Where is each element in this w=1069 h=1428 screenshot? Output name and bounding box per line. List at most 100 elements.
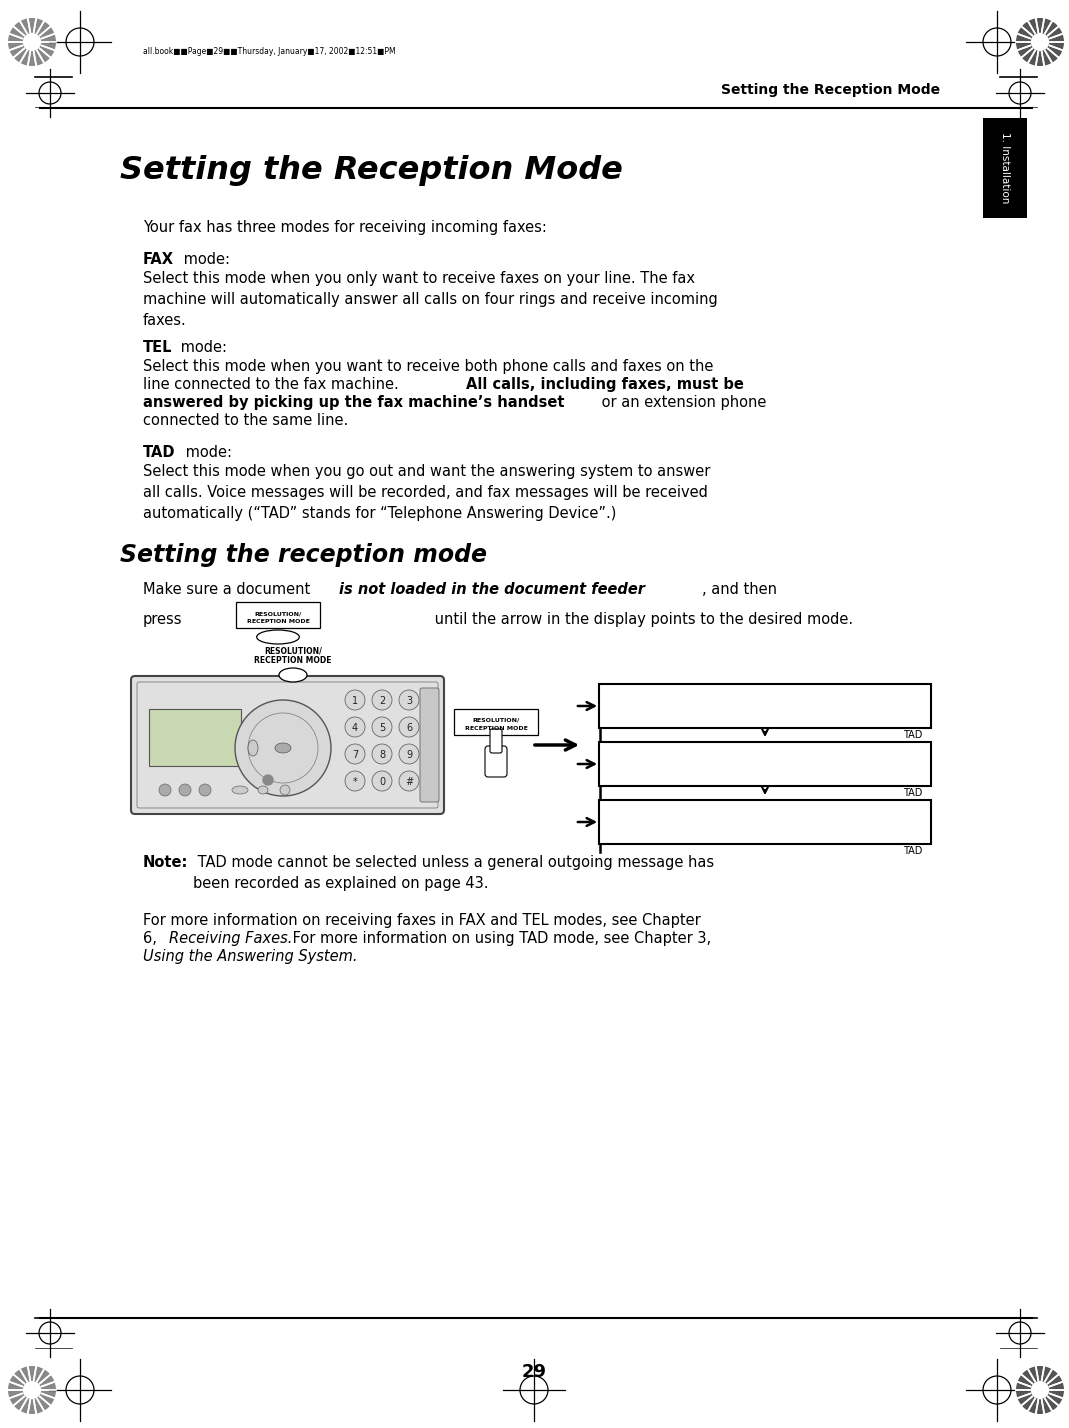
FancyBboxPatch shape — [149, 708, 241, 765]
Text: TAD: TAD — [902, 730, 921, 740]
Ellipse shape — [279, 668, 307, 683]
Text: Setting the Reception Mode: Setting the Reception Mode — [120, 156, 623, 186]
Circle shape — [372, 690, 392, 710]
Text: For more information on using TAD mode, see Chapter 3,: For more information on using TAD mode, … — [288, 931, 711, 945]
Text: TAD: TAD — [902, 788, 921, 798]
Text: mode:: mode: — [176, 340, 227, 356]
Text: Setting the reception mode: Setting the reception mode — [120, 543, 487, 567]
Text: all.book■■Page■29■■Thursday, January■17, 2002■12:51■PM: all.book■■Page■29■■Thursday, January■17,… — [143, 47, 396, 57]
FancyBboxPatch shape — [485, 745, 507, 777]
Text: Select this mode when you want to receive both phone calls and faxes on the: Select this mode when you want to receiv… — [143, 358, 713, 374]
Text: mode:: mode: — [179, 251, 230, 267]
Text: 8: 8 — [378, 750, 385, 760]
Circle shape — [399, 717, 419, 737]
Circle shape — [1016, 1367, 1064, 1414]
Text: press: press — [143, 613, 183, 627]
Text: 6: 6 — [406, 723, 412, 733]
Text: Using the Answering System.: Using the Answering System. — [143, 950, 357, 964]
Text: 3: 3 — [406, 695, 412, 705]
Circle shape — [22, 1381, 41, 1399]
Text: 7: 7 — [352, 750, 358, 760]
FancyBboxPatch shape — [599, 743, 931, 785]
Circle shape — [1031, 1381, 1049, 1399]
FancyBboxPatch shape — [454, 708, 538, 735]
Circle shape — [399, 744, 419, 764]
Text: All calls, including faxes, must be: All calls, including faxes, must be — [466, 377, 744, 393]
Text: 9: 9 — [406, 750, 412, 760]
Text: JAN-01 10:30: JAN-01 10:30 — [611, 815, 698, 828]
Text: until the arrow in the display points to the desired mode.: until the arrow in the display points to… — [430, 613, 853, 627]
Circle shape — [159, 784, 171, 795]
Text: is not loaded in the document feeder: is not loaded in the document feeder — [339, 583, 645, 597]
FancyBboxPatch shape — [131, 675, 444, 814]
Text: TEL: TEL — [143, 340, 172, 356]
Text: 4: 4 — [352, 723, 358, 733]
Text: 5: 5 — [378, 723, 385, 733]
Text: Receiving Faxes.: Receiving Faxes. — [169, 931, 293, 945]
Circle shape — [345, 771, 365, 791]
Circle shape — [345, 690, 365, 710]
Circle shape — [1031, 33, 1049, 51]
Circle shape — [22, 33, 41, 51]
FancyBboxPatch shape — [236, 603, 320, 628]
Circle shape — [372, 717, 392, 737]
Text: 2: 2 — [378, 695, 385, 705]
Circle shape — [263, 775, 273, 785]
Text: RECEPTION MODE: RECEPTION MODE — [247, 618, 309, 624]
Text: 29: 29 — [522, 1362, 546, 1381]
FancyBboxPatch shape — [983, 119, 1027, 218]
Circle shape — [7, 19, 56, 66]
Text: connected to the same line.: connected to the same line. — [143, 413, 348, 428]
FancyBboxPatch shape — [599, 684, 931, 728]
Text: #: # — [405, 777, 413, 787]
Circle shape — [372, 771, 392, 791]
Circle shape — [179, 784, 191, 795]
Text: RESOLUTION/: RESOLUTION/ — [472, 718, 520, 723]
Text: RESOLUTION/: RESOLUTION/ — [264, 645, 322, 655]
Text: For more information on receiving faxes in FAX and TEL modes, see Chapter: For more information on receiving faxes … — [143, 912, 701, 928]
Ellipse shape — [257, 630, 299, 644]
Text: RECEPTION MODE: RECEPTION MODE — [465, 725, 527, 731]
Text: 1. Installation: 1. Installation — [1000, 133, 1010, 204]
Circle shape — [372, 744, 392, 764]
Text: or an extension phone: or an extension phone — [597, 396, 766, 410]
Text: Note:: Note: — [143, 855, 188, 870]
Text: answered by picking up the fax machine’s handset: answered by picking up the fax machine’s… — [143, 396, 564, 410]
Text: TEL  FAX: TEL FAX — [880, 750, 921, 760]
Ellipse shape — [275, 743, 291, 753]
Text: Your fax has three modes for receiving incoming faxes:: Your fax has three modes for receiving i… — [143, 220, 547, 236]
Text: 1: 1 — [352, 695, 358, 705]
Text: Select this mode when you only want to receive faxes on your line. The fax
machi: Select this mode when you only want to r… — [143, 271, 717, 328]
Text: Select this mode when you go out and want the answering system to answer
all cal: Select this mode when you go out and wan… — [143, 464, 711, 521]
FancyBboxPatch shape — [420, 688, 439, 803]
Circle shape — [280, 785, 290, 795]
Text: Setting the Reception Mode: Setting the Reception Mode — [721, 83, 940, 97]
Text: TAD mode cannot be selected unless a general outgoing message has
been recorded : TAD mode cannot be selected unless a gen… — [193, 855, 714, 891]
Text: JAN-01 10:30: JAN-01 10:30 — [611, 700, 698, 713]
Text: 6,: 6, — [143, 931, 161, 945]
Text: , and then: , and then — [702, 583, 777, 597]
FancyBboxPatch shape — [599, 800, 931, 844]
Circle shape — [345, 744, 365, 764]
Circle shape — [399, 771, 419, 791]
Circle shape — [235, 700, 331, 795]
Circle shape — [1016, 19, 1064, 66]
Text: *: * — [353, 777, 357, 787]
Circle shape — [399, 690, 419, 710]
Text: FAX: FAX — [143, 251, 174, 267]
Text: line connected to the fax machine.: line connected to the fax machine. — [143, 377, 403, 393]
Circle shape — [199, 784, 211, 795]
Text: 0: 0 — [378, 777, 385, 787]
Text: JAN-01 10:30: JAN-01 10:30 — [611, 757, 698, 771]
Text: mode:: mode: — [181, 446, 232, 460]
Text: TAD: TAD — [902, 845, 921, 855]
Text: TEL  FAX: TEL FAX — [880, 807, 921, 817]
Ellipse shape — [248, 740, 258, 755]
Text: TAD: TAD — [143, 446, 175, 460]
FancyBboxPatch shape — [490, 730, 502, 753]
Ellipse shape — [232, 785, 248, 794]
Circle shape — [345, 717, 365, 737]
Ellipse shape — [258, 785, 268, 794]
Text: RECEPTION MODE: RECEPTION MODE — [254, 655, 331, 665]
Text: RESOLUTION/: RESOLUTION/ — [254, 611, 301, 615]
